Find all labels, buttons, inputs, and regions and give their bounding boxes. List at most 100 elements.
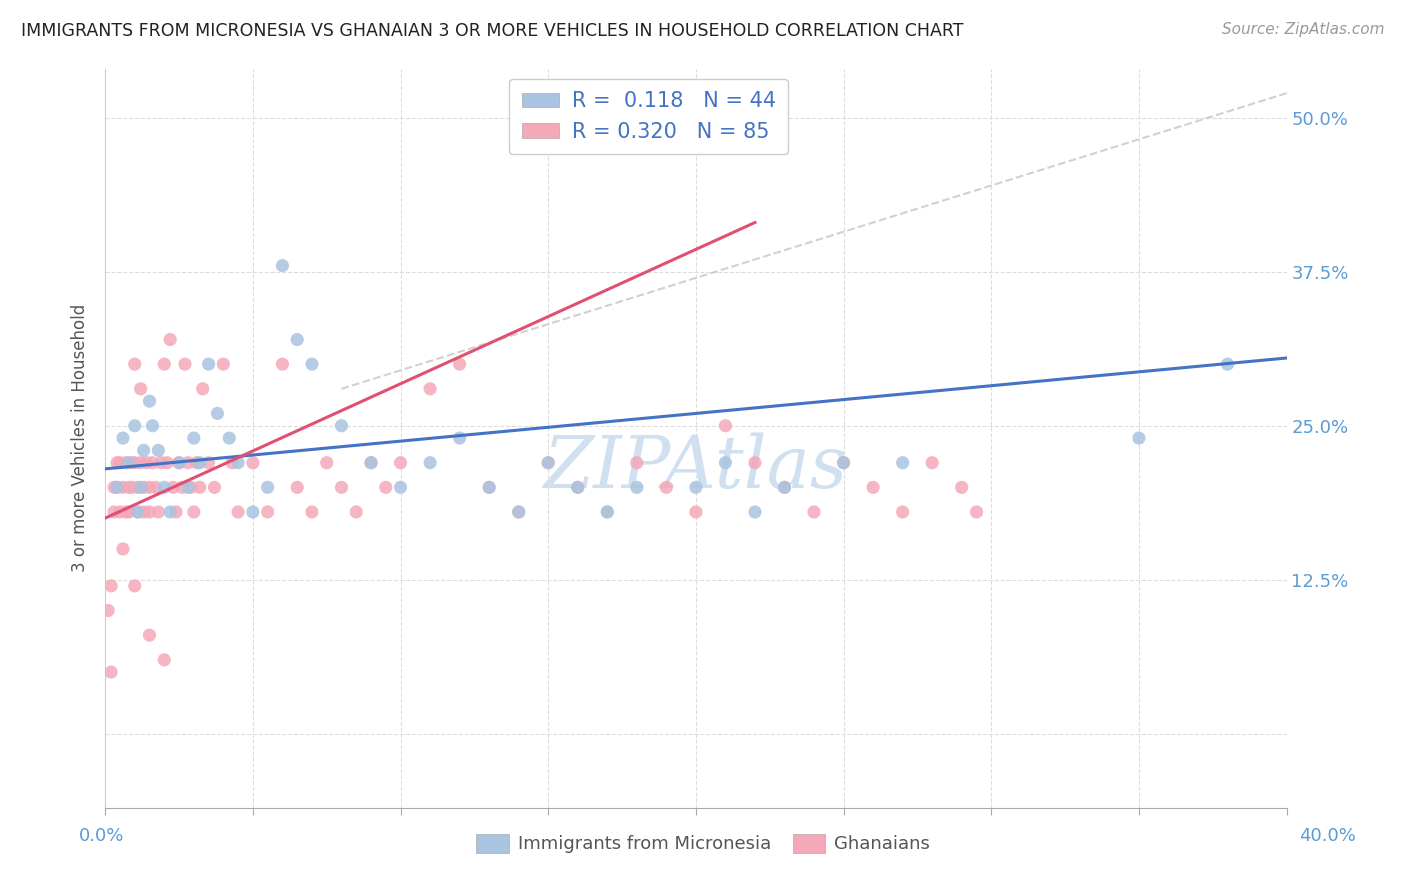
Point [167,456,190,470]
Point [744,505,766,519]
Point [207,406,229,420]
Point [150,456,173,470]
Point [165,505,187,519]
Point [183,431,205,445]
Point [285,480,308,494]
Point [256,480,278,494]
Point [127,505,149,519]
Point [138,480,160,494]
Point [108,505,131,519]
Point [256,505,278,519]
Point [159,505,181,519]
Point [111,431,134,445]
Point [124,579,146,593]
Point [115,456,138,470]
Point [374,480,396,494]
Point [100,579,122,593]
Point [103,480,125,494]
Point [773,480,796,494]
Point [389,480,412,494]
Point [167,456,190,470]
Point [389,456,412,470]
Point [419,382,441,396]
Y-axis label: 3 or more Vehicles in Household: 3 or more Vehicles in Household [72,304,89,572]
Point [197,357,219,371]
Point [138,628,160,642]
Point [360,456,382,470]
Point [188,480,211,494]
Point [344,505,367,519]
Point [537,456,560,470]
Point [242,505,264,519]
Point [626,480,648,494]
Point [141,456,163,470]
Point [159,333,181,347]
Point [180,480,202,494]
Point [97,603,120,617]
Point [105,480,128,494]
Point [124,418,146,433]
Point [177,480,200,494]
Point [685,480,707,494]
Point [449,431,471,445]
Point [714,418,737,433]
Point [129,456,152,470]
Point [177,456,200,470]
Text: 0.0%: 0.0% [79,827,124,845]
Point [186,456,208,470]
Point [124,357,146,371]
Point [921,456,943,470]
Point [508,505,530,519]
Point [148,443,170,458]
Point [1128,431,1150,445]
Point [832,456,855,470]
Point [242,456,264,470]
Text: Source: ZipAtlas.com: Source: ZipAtlas.com [1222,22,1385,37]
Point [121,456,143,470]
Point [685,505,707,519]
Point [188,456,211,470]
Point [218,431,240,445]
Point [891,456,914,470]
Point [170,480,193,494]
Point [226,505,249,519]
Point [891,505,914,519]
Point [301,357,323,371]
Point [111,480,134,494]
Point [127,480,149,494]
Point [862,480,884,494]
Point [197,456,219,470]
Point [626,456,648,470]
Point [118,480,141,494]
Point [138,505,160,519]
Point [419,456,441,470]
Point [111,541,134,556]
Point [118,505,141,519]
Point [132,505,155,519]
Point [271,259,294,273]
Point [596,505,619,519]
Point [449,357,471,371]
Point [100,665,122,679]
Point [1216,357,1239,371]
Point [330,480,353,494]
Point [567,480,589,494]
Point [132,480,155,494]
Point [773,480,796,494]
Legend: Immigrants from Micronesia, Ghanaians: Immigrants from Micronesia, Ghanaians [468,827,938,861]
Point [803,505,825,519]
Point [153,480,176,494]
Point [714,456,737,470]
Point [567,480,589,494]
Point [138,394,160,409]
Point [153,653,176,667]
Point [105,480,128,494]
Point [301,505,323,519]
Point [121,480,143,494]
Point [226,456,249,470]
Point [330,418,353,433]
Point [478,480,501,494]
Point [183,505,205,519]
Point [596,505,619,519]
Point [103,505,125,519]
